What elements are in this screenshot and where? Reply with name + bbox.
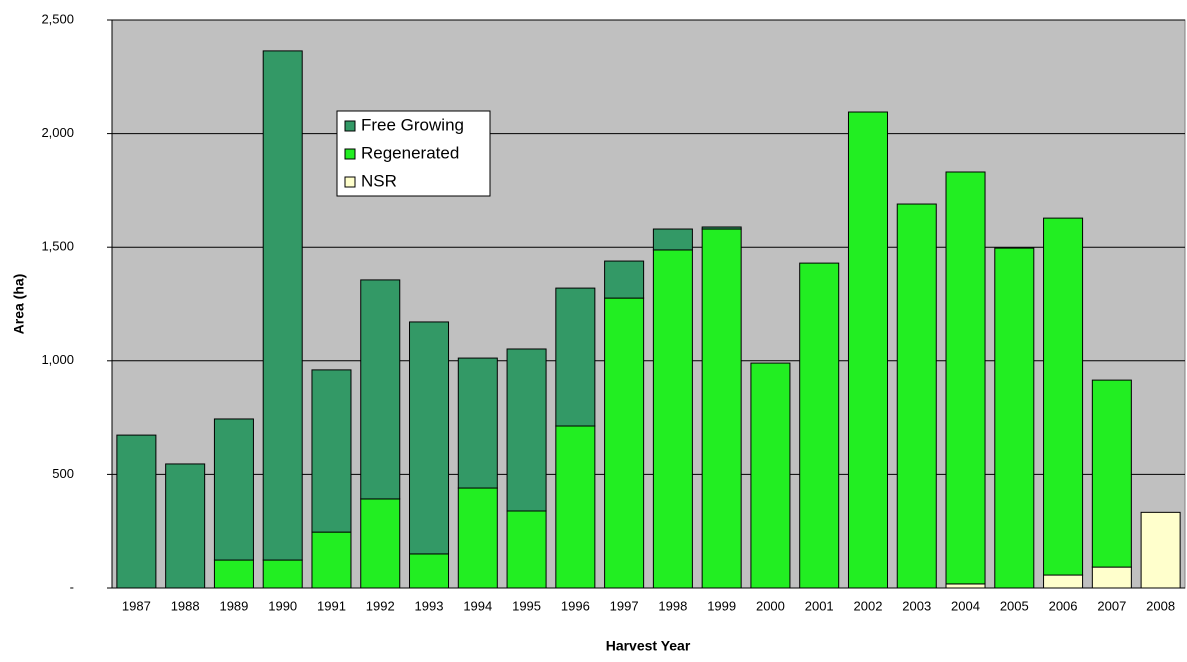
x-tick-label: 1994 — [463, 598, 492, 613]
bar-segment — [262, 50, 303, 561]
x-tick-label: 1997 — [610, 598, 639, 613]
bar-segment — [750, 362, 791, 589]
y-tick-label: 2,500 — [41, 11, 74, 26]
y-tick-label: 500 — [52, 466, 74, 481]
y-tick-label: 1,000 — [41, 352, 74, 367]
bar-segment — [847, 111, 888, 589]
bar-segment — [409, 321, 450, 555]
bar-segment — [360, 498, 401, 589]
bar-segment — [604, 297, 645, 589]
y-tick-label: - — [70, 579, 74, 594]
x-tick-label: 2008 — [1146, 598, 1175, 613]
bar-segment — [506, 348, 547, 512]
bar-segment — [1043, 217, 1084, 576]
legend-label: Free Growing — [361, 115, 464, 134]
bar-segment — [1091, 566, 1132, 589]
y-tick-label: 1,500 — [41, 239, 74, 254]
x-axis-title: Harvest Year — [606, 638, 691, 654]
x-tick-label: 1990 — [268, 598, 297, 613]
legend-label: NSR — [361, 171, 397, 190]
bar-segment — [409, 553, 450, 589]
x-tick-label: 1989 — [219, 598, 248, 613]
bar-segment — [945, 583, 986, 589]
bar-segment — [311, 531, 352, 589]
x-tick-label: 1993 — [415, 598, 444, 613]
x-tick-label: 1998 — [658, 598, 687, 613]
y-axis-title: Area (ha) — [11, 274, 27, 335]
bar-segment — [555, 287, 596, 427]
bar-segment — [799, 262, 840, 589]
bar-segment — [1140, 511, 1181, 589]
y-tick-label: 2,000 — [41, 125, 74, 140]
bar-segment — [945, 171, 986, 585]
bar-segment — [116, 434, 157, 589]
bar-segment — [604, 260, 645, 299]
bar-segment — [360, 279, 401, 500]
bar-segment — [701, 226, 742, 230]
x-tick-label: 2006 — [1049, 598, 1078, 613]
legend-label: Regenerated — [361, 143, 459, 162]
x-tick-label: 1987 — [122, 598, 151, 613]
bar-segment — [311, 369, 352, 533]
x-tick-label: 2002 — [854, 598, 883, 613]
legend-box — [336, 110, 491, 197]
bar-segment — [896, 203, 937, 589]
bar-segment — [506, 510, 547, 589]
bar-segment — [213, 559, 254, 589]
bar-segment — [457, 487, 498, 589]
legend-swatch — [344, 120, 356, 132]
x-tick-label: 2007 — [1097, 598, 1126, 613]
bar-segment — [262, 559, 303, 589]
legend-swatch — [344, 148, 356, 160]
bar-segment — [1043, 574, 1084, 589]
x-tick-label: 1996 — [561, 598, 590, 613]
x-tick-label: 2000 — [756, 598, 785, 613]
x-tick-label: 2001 — [805, 598, 834, 613]
bar-segment — [994, 247, 1035, 589]
bar-segment — [457, 357, 498, 489]
bar-segment — [701, 228, 742, 589]
x-tick-label: 1999 — [707, 598, 736, 613]
bar-segment — [1091, 379, 1132, 568]
bar-segment — [165, 463, 206, 589]
bar-segment — [555, 425, 596, 589]
x-tick-label: 1992 — [366, 598, 395, 613]
x-tick-label: 2004 — [951, 598, 980, 613]
bar-segment — [652, 249, 693, 589]
x-tick-label: 1995 — [512, 598, 541, 613]
x-tick-label: 1991 — [317, 598, 346, 613]
x-tick-label: 2005 — [1000, 598, 1029, 613]
legend-swatch — [344, 176, 356, 188]
x-tick-label: 1988 — [171, 598, 200, 613]
bar-segment — [213, 418, 254, 561]
bar-segment — [652, 228, 693, 251]
x-tick-label: 2003 — [902, 598, 931, 613]
